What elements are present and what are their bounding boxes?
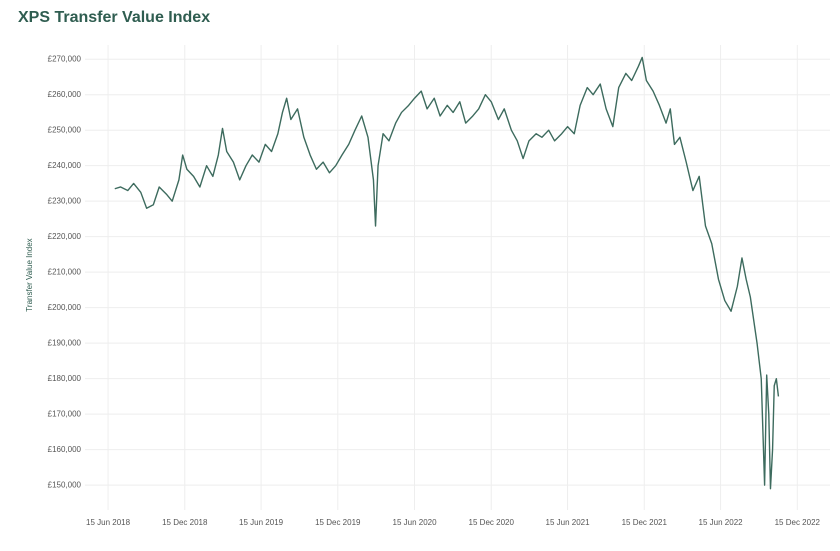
y-tick-label: £160,000 — [48, 445, 82, 454]
y-tick-label: £240,000 — [48, 161, 82, 170]
x-tick-label: 15 Jun 2018 — [86, 518, 131, 527]
x-tick-label: 15 Dec 2018 — [162, 518, 208, 527]
y-tick-label: £210,000 — [48, 267, 82, 276]
y-axis-title: Transfer Value Index — [25, 238, 34, 311]
x-tick-label: 15 Jun 2021 — [546, 518, 591, 527]
x-tick-label: 15 Dec 2022 — [775, 518, 821, 527]
y-tick-label: £230,000 — [48, 196, 82, 205]
y-tick-label: £260,000 — [48, 90, 82, 99]
y-tick-label: £250,000 — [48, 125, 82, 134]
chart-title: XPS Transfer Value Index — [18, 9, 210, 26]
line-series — [114, 56, 780, 490]
x-tick-label: 15 Dec 2019 — [315, 518, 361, 527]
x-tick-label: 15 Jun 2020 — [393, 518, 438, 527]
y-tick-label: £220,000 — [48, 232, 82, 241]
y-tick-label: £150,000 — [48, 480, 82, 489]
y-tick-label: £270,000 — [48, 54, 82, 63]
y-tick-label: £170,000 — [48, 409, 82, 418]
x-tick-label: 15 Dec 2021 — [622, 518, 668, 527]
x-tick-label: 15 Jun 2019 — [239, 518, 284, 527]
x-tick-label: 15 Dec 2020 — [469, 518, 515, 527]
y-tick-label: £180,000 — [48, 374, 82, 383]
y-tick-label: £190,000 — [48, 338, 82, 347]
y-tick-label: £200,000 — [48, 303, 82, 312]
x-tick-label: 15 Jun 2022 — [699, 518, 744, 527]
